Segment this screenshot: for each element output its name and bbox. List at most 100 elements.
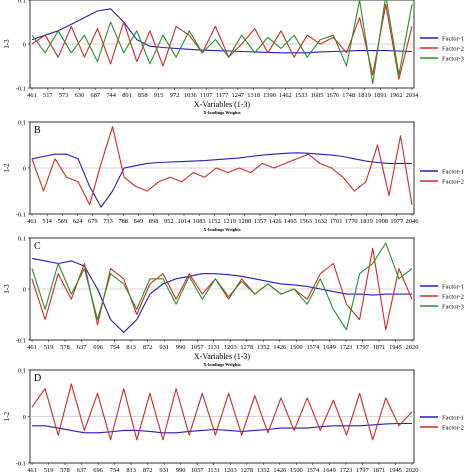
series-line-1 bbox=[31, 257, 412, 333]
chart-panel-4: 0.1 0 -0.1 1-2 461 519 578 637 696 754 813 872 931 99… bbox=[3, 368, 464, 474]
series-line-2 bbox=[31, 383, 413, 441]
series-line-2 bbox=[31, 247, 413, 331]
x-tick-label: 1462 bbox=[279, 92, 292, 99]
x-tick-label: 1352 bbox=[257, 344, 270, 351]
x-tick-label: 1770 bbox=[345, 218, 358, 225]
x-caption: X-loadings Weights bbox=[203, 362, 241, 367]
x-tick-label: 630 bbox=[75, 92, 85, 99]
y-tick-label: -0.1 bbox=[16, 212, 26, 219]
y-tick-label: -0.1 bbox=[16, 461, 26, 468]
series-line-3 bbox=[31, 242, 413, 331]
legend-label-3: Factor-3 bbox=[442, 56, 464, 63]
x-tick-label: 1797 bbox=[356, 467, 370, 474]
x-tick-label: 1574 bbox=[306, 467, 320, 474]
x-tick-label: 915 bbox=[154, 92, 164, 99]
x-tick-label: 1676 bbox=[326, 92, 339, 99]
x-tick-label: 2020 bbox=[406, 344, 419, 351]
x-tick-label: 514 bbox=[42, 218, 52, 225]
y-tick-label: 0.1 bbox=[18, 120, 26, 127]
x-tick-label: 1036 bbox=[184, 92, 197, 99]
x-tick-label: 1701 bbox=[330, 218, 343, 225]
x-tick-label: 2046 bbox=[406, 218, 419, 225]
x-tick-label: 1871 bbox=[373, 467, 386, 474]
x-axis-label: X-Variables (1-3) bbox=[194, 352, 251, 361]
x-tick-label: 1203 bbox=[224, 344, 237, 351]
x-tick-label: 1288 bbox=[238, 218, 251, 225]
chart-panel-1: 0.1 0 -0.1 1-3 461 517 573 630 687 744 801 858 915 97… bbox=[3, 0, 464, 115]
y-axis-label: 1-3 bbox=[3, 39, 11, 49]
legend-label-2: Factor-2 bbox=[442, 425, 464, 432]
x-tick-label: 931 bbox=[159, 344, 169, 351]
x-tick-label: 754 bbox=[110, 344, 120, 351]
x-tick-label: 872 bbox=[143, 467, 153, 474]
x-tick-label: 1426 bbox=[273, 344, 286, 351]
x-tick-label: 1500 bbox=[290, 344, 303, 351]
x-tick-label: 1723 bbox=[340, 467, 353, 474]
x-tick-label: 578 bbox=[60, 467, 70, 474]
x-tick-label: 461 bbox=[27, 344, 37, 351]
y-tick-label: 0 bbox=[23, 42, 26, 49]
y-axis-label: 1-2 bbox=[3, 163, 11, 173]
x-tick-label: 1107 bbox=[200, 92, 213, 99]
x-tick-label: 1278 bbox=[240, 467, 253, 474]
x-tick-label: 952 bbox=[164, 218, 174, 225]
x-tick-label: 1495 bbox=[284, 218, 297, 225]
x-tick-label: 1649 bbox=[323, 467, 336, 474]
x-tick-label: 1748 bbox=[342, 92, 355, 99]
x-tick-label: 1632 bbox=[314, 218, 327, 225]
x-tick-label: 637 bbox=[77, 467, 87, 474]
x-tick-label: 733 bbox=[103, 218, 113, 225]
x-tick-label: 1605 bbox=[311, 92, 324, 99]
legend-label-2: Factor-2 bbox=[442, 179, 464, 186]
x-tick-label: 1057 bbox=[191, 467, 205, 474]
y-tick-label: 0.1 bbox=[18, 236, 26, 243]
x-tick-label: 2020 bbox=[406, 467, 419, 474]
x-caption: X-loadings Weights bbox=[203, 227, 241, 232]
x-tick-label: 1177 bbox=[216, 92, 229, 99]
panel-letter: D bbox=[34, 373, 41, 384]
x-tick-label: 1871 bbox=[373, 344, 386, 351]
x-tick-label: 1797 bbox=[356, 344, 370, 351]
y-tick-label: -0.1 bbox=[16, 338, 26, 345]
x-tick-label: 1426 bbox=[269, 218, 282, 225]
x-tick-label: 990 bbox=[176, 467, 186, 474]
x-tick-label: 754 bbox=[110, 467, 120, 474]
x-tick-label: 1563 bbox=[299, 218, 312, 225]
x-tick-label: 1203 bbox=[224, 467, 237, 474]
legend-label-3: Factor-3 bbox=[442, 304, 464, 311]
legend-label-1: Factor-1 bbox=[442, 169, 464, 176]
x-tick-label: 1426 bbox=[273, 467, 286, 474]
x-tick-label: 1945 bbox=[389, 344, 402, 351]
x-tick-label: 1131 bbox=[207, 467, 220, 474]
legend: Factor-1 Factor-2 bbox=[420, 415, 464, 432]
x-tick-label: 461 bbox=[27, 467, 37, 474]
x-tick-label: 1352 bbox=[257, 467, 270, 474]
x-tick-label: 872 bbox=[143, 344, 153, 351]
x-caption: X-loadings Weights bbox=[203, 110, 241, 115]
x-tick-label: 1945 bbox=[389, 467, 402, 474]
x-tick-label: 578 bbox=[60, 344, 70, 351]
legend-label-1: Factor-1 bbox=[442, 36, 464, 43]
x-tick-label: 1574 bbox=[306, 344, 320, 351]
legend: Factor-1 Factor-2 Factor-3 bbox=[420, 36, 464, 63]
x-tick-label: 1649 bbox=[323, 344, 336, 351]
y-tick-label: 0 bbox=[23, 287, 26, 294]
legend: Factor-1 Factor-2 Factor-3 bbox=[420, 284, 464, 311]
y-tick-label: 0 bbox=[23, 414, 26, 421]
x-tick-label: 461 bbox=[27, 218, 37, 225]
y-tick-label: 0.1 bbox=[18, 368, 26, 375]
x-tick-label: 461 bbox=[27, 92, 37, 99]
x-tick-label: 788 bbox=[118, 218, 128, 225]
x-tick-label: 1908 bbox=[375, 218, 388, 225]
y-tick-label: -0.1 bbox=[16, 86, 26, 93]
x-tick-label: 931 bbox=[159, 467, 169, 474]
y-axis-label: 1-3 bbox=[3, 284, 11, 294]
x-tick-label: 898 bbox=[149, 218, 159, 225]
x-tick-label: 624 bbox=[73, 218, 83, 225]
legend-label-2: Factor-2 bbox=[442, 294, 464, 301]
x-tick-label: 990 bbox=[176, 344, 186, 351]
x-tick-label: 519 bbox=[44, 344, 54, 351]
x-tick-label: 1247 bbox=[231, 92, 245, 99]
x-tick-label: 573 bbox=[59, 92, 69, 99]
x-tick-label: 1839 bbox=[360, 218, 373, 225]
